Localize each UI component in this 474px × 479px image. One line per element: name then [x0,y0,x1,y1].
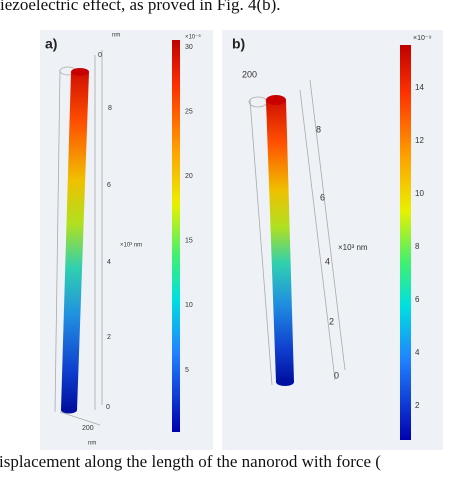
axis-scale: ×10³ nm [120,243,142,249]
tick-label: 10 [415,189,424,198]
tick-label: 8 [316,124,321,134]
rod-bottom [276,378,294,386]
tick-label: 8 [108,105,112,112]
tick-label: 2 [415,401,420,410]
rod-bottom [61,406,77,414]
tick-label: 14 [415,83,424,92]
axis-unit: nm [112,33,120,39]
nanorod [266,100,294,382]
tick-label: 6 [415,295,420,304]
tick-label: 15 [185,238,193,245]
base-tick: 200 [82,425,94,432]
tick-label: 0 [98,52,102,59]
tick-label: 6 [320,192,325,202]
tick-label: 4 [325,256,330,266]
tick-label: 6 [107,182,111,189]
tick-label: 2 [329,316,334,326]
colorbar-unit: ×10⁻⁹ [413,35,432,42]
nanorod [61,72,89,410]
tick-label: 4 [107,259,111,266]
axis-scale: ×10³ nm [338,243,368,252]
panel-label: a) [45,36,57,52]
tick-label: 2 [107,334,111,341]
tick-label: 20 [185,173,193,180]
tick-label: 0 [106,404,110,411]
tick-label: 25 [185,108,193,115]
tick-label: 0 [334,370,339,380]
tick-label: 5 [185,367,189,374]
base-tick: 200 [242,69,257,79]
tick-label: 30 [185,44,193,51]
colorbar [172,40,180,432]
panel-label: b) [232,36,245,52]
colorbar [400,45,411,440]
tick-label: 4 [415,348,420,357]
rod-top [266,95,286,105]
header-text: iezoelectric effect, as proved in Fig. 4… [0,0,281,14]
tick-label: 10 [185,302,193,309]
tick-label: 12 [415,136,424,145]
rod-top [71,68,89,76]
base-unit: nm [88,441,96,447]
colorbar-unit: ×10⁻⁶ [185,34,201,41]
caption: isplacement along the length of the nano… [0,452,381,471]
tick-label: 8 [415,242,420,251]
